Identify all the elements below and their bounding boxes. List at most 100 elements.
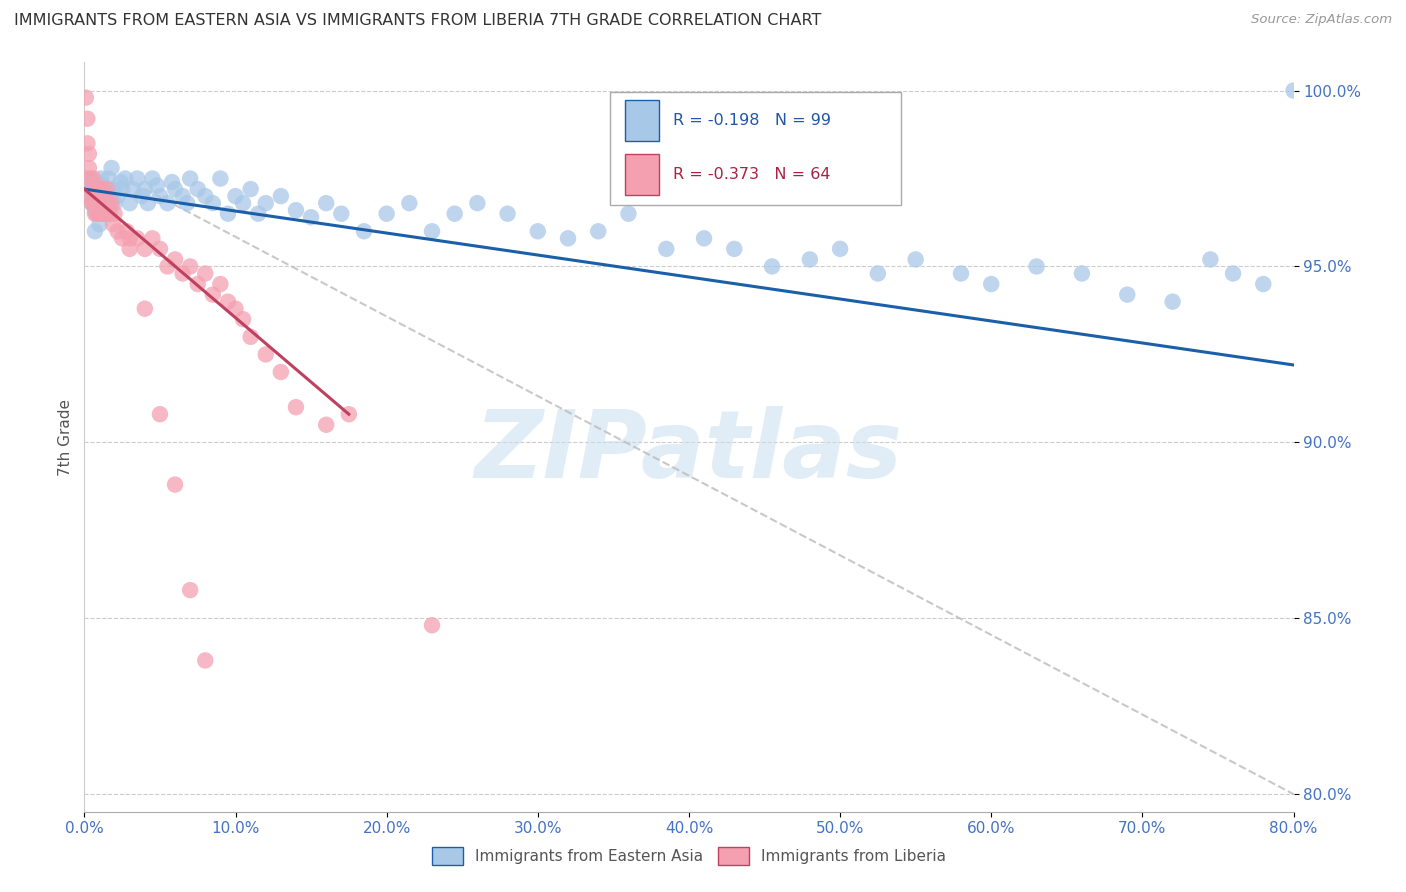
Point	[201, 196, 224, 211]
Point	[121, 182, 143, 196]
Point	[118, 196, 141, 211]
Point	[225, 301, 247, 316]
Point	[1388, 84, 1406, 98]
Text: IMMIGRANTS FROM EASTERN ASIA VS IMMIGRANTS FROM LIBERIA 7TH GRADE CORRELATION CH: IMMIGRANTS FROM EASTERN ASIA VS IMMIGRAN…	[14, 13, 821, 29]
Point	[194, 267, 217, 281]
Point	[91, 182, 114, 196]
Point	[270, 365, 292, 379]
Point	[156, 260, 179, 274]
Point	[100, 196, 122, 211]
Point	[557, 231, 579, 245]
Point	[87, 196, 110, 211]
Point	[723, 242, 745, 256]
Point	[87, 207, 110, 221]
Point	[904, 252, 927, 267]
Point	[1403, 84, 1406, 98]
Point	[118, 242, 141, 256]
Point	[84, 207, 107, 221]
Point	[118, 231, 141, 245]
Point	[86, 196, 108, 211]
Point	[194, 653, 217, 667]
Point	[1199, 252, 1222, 267]
Point	[156, 196, 179, 211]
Point	[77, 147, 100, 161]
Point	[77, 161, 100, 175]
Point	[80, 196, 103, 211]
Point	[90, 207, 112, 221]
Point	[1116, 287, 1139, 301]
Point	[1161, 294, 1184, 309]
Point	[93, 189, 115, 203]
Bar	[624, 100, 659, 141]
Point	[232, 312, 254, 326]
Point	[299, 211, 322, 225]
Point	[467, 196, 489, 211]
Point	[588, 224, 610, 238]
Point	[89, 196, 111, 211]
Point	[239, 182, 262, 196]
Point	[420, 618, 443, 632]
Point	[134, 182, 156, 196]
Point	[84, 203, 107, 218]
Point	[655, 242, 678, 256]
Point	[114, 171, 136, 186]
Point	[617, 207, 640, 221]
Point	[1298, 84, 1320, 98]
Point	[187, 182, 209, 196]
Point	[165, 252, 187, 267]
Point	[91, 178, 114, 193]
Point	[225, 189, 247, 203]
Point	[179, 171, 201, 186]
Point	[950, 267, 973, 281]
Point	[172, 189, 194, 203]
Point	[179, 260, 201, 274]
Point	[201, 287, 224, 301]
Legend: Immigrants from Eastern Asia, Immigrants from Liberia: Immigrants from Eastern Asia, Immigrants…	[426, 840, 952, 871]
Point	[149, 242, 172, 256]
Point	[127, 171, 149, 186]
Point	[84, 182, 107, 196]
Point	[97, 196, 120, 211]
Point	[866, 267, 889, 281]
Point	[136, 196, 159, 211]
Point	[131, 189, 153, 203]
Point	[420, 224, 443, 238]
Point	[111, 231, 134, 245]
Point	[100, 161, 122, 175]
Point	[254, 347, 277, 361]
Point	[187, 277, 209, 291]
Point	[107, 224, 129, 238]
Point	[315, 196, 337, 211]
Point	[799, 252, 821, 267]
Point	[160, 175, 183, 189]
Point	[496, 207, 519, 221]
Point	[176, 196, 198, 211]
Point	[1222, 267, 1244, 281]
Point	[1365, 84, 1388, 98]
Bar	[610, 93, 901, 205]
Point	[353, 224, 375, 238]
Point	[80, 182, 103, 196]
Point	[76, 136, 98, 151]
Point	[104, 207, 127, 221]
Point	[1071, 267, 1094, 281]
Point	[77, 182, 100, 196]
Point	[443, 207, 465, 221]
Point	[172, 267, 194, 281]
Point	[1253, 277, 1275, 291]
Point	[134, 242, 156, 256]
Point	[149, 407, 172, 421]
Point	[527, 224, 550, 238]
Point	[79, 189, 101, 203]
Text: R = -0.198   N = 99: R = -0.198 N = 99	[673, 113, 831, 128]
Point	[94, 196, 117, 211]
Text: Source: ZipAtlas.com: Source: ZipAtlas.com	[1251, 13, 1392, 27]
Point	[270, 189, 292, 203]
Point	[98, 189, 121, 203]
Point	[209, 277, 232, 291]
Point	[761, 260, 783, 274]
Point	[285, 203, 308, 218]
Point	[980, 277, 1002, 291]
Point	[101, 217, 124, 231]
Point	[179, 583, 201, 598]
